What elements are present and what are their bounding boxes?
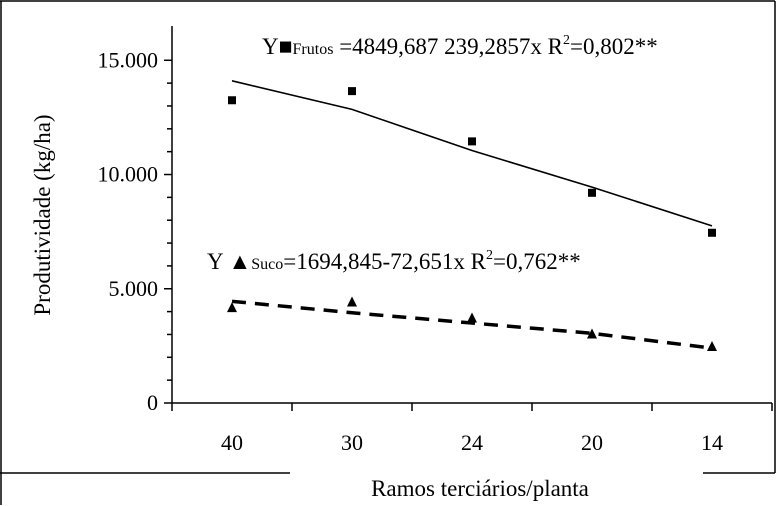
eq-frutos-sup: 2	[563, 33, 570, 48]
eq-suco-symbol: ▲	[229, 249, 252, 274]
point-frutos	[228, 96, 236, 105]
point-suco	[227, 302, 237, 313]
fit-line-frutos	[231, 80, 713, 227]
point-frutos	[708, 228, 716, 237]
eq-suco-rest: =0,762**	[493, 249, 581, 274]
x-tick-label: 30	[341, 430, 363, 455]
x-tick-label: 20	[581, 430, 603, 455]
x-axis-title: Ramos terciários/planta	[371, 476, 589, 501]
eq-frutos-sub: Frutos	[293, 41, 334, 58]
eq-suco-sub: Suco	[251, 256, 283, 273]
data-points	[227, 87, 717, 352]
eq-frutos-symbol: ■	[279, 34, 293, 59]
y-tick-label: 10.000	[98, 162, 159, 187]
point-frutos	[468, 137, 476, 146]
point-suco	[347, 296, 357, 307]
x-tick-label: 14	[701, 430, 723, 455]
fit-lines	[231, 80, 713, 350]
y-tick-label: 15.000	[98, 47, 159, 72]
x-tick-label: 24	[461, 430, 483, 455]
eq-suco-r: R	[465, 249, 487, 274]
point-suco	[587, 328, 597, 339]
point-suco	[707, 341, 717, 352]
equation-frutos: Y■Frutos =4849,687 239,2857x R2=0,802**	[262, 33, 658, 59]
eq-frutos-prefix: Y	[262, 34, 279, 59]
y-axis-title: Produtividade (kg/ha)	[30, 114, 55, 315]
y-ticks: 0 5.000 10.000 15.000	[98, 47, 172, 415]
equation-suco: Y ▲Suco=1694,845-72,651x R2=0,762**	[207, 248, 581, 274]
eq-frutos-rest: =0,802**	[570, 34, 658, 59]
point-suco	[467, 312, 477, 323]
eq-frutos-body: =4849,687 239,2857x	[333, 34, 542, 59]
eq-frutos-r: R	[542, 34, 564, 59]
x-ticks: 40 30 24 20 14	[171, 403, 773, 455]
fit-line-suco	[231, 299, 713, 350]
point-frutos	[348, 87, 356, 96]
y-tick-label: 0	[147, 390, 158, 415]
eq-suco-prefix: Y	[207, 249, 229, 274]
x-tick-label: 40	[221, 430, 243, 455]
point-frutos	[588, 188, 596, 197]
eq-suco-body: =1694,845-72,651x	[283, 249, 465, 274]
eq-suco-sup: 2	[486, 248, 493, 263]
y-tick-label: 5.000	[109, 276, 159, 301]
